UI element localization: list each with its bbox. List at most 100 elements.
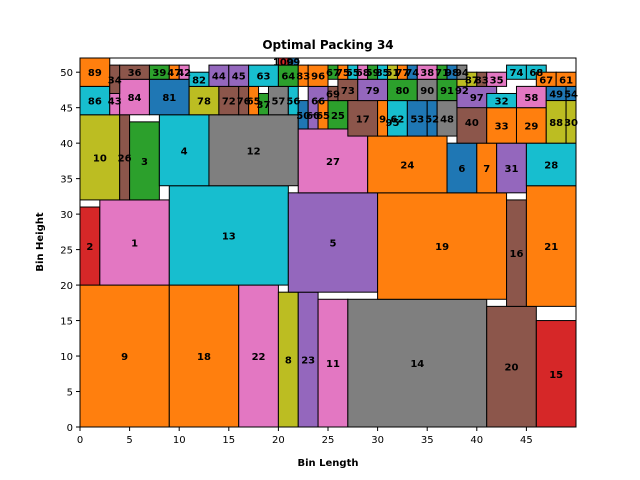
x-tick-label: 45 — [520, 435, 533, 446]
x-tick-label: 5 — [126, 435, 132, 446]
x-tick-label: 10 — [173, 435, 186, 446]
rect-label-94: 94 — [455, 68, 469, 79]
rect-label-74: 74 — [405, 68, 419, 79]
rect-label-50: 50 — [296, 111, 310, 122]
rect-label-98: 98 — [445, 68, 459, 79]
y-tick-label: 50 — [60, 68, 73, 79]
chart-title: Optimal Packing 34 — [262, 38, 393, 52]
rect-label-66: 66 — [311, 97, 325, 108]
rect-label-33: 33 — [495, 121, 509, 132]
rect-label-8: 8 — [285, 356, 292, 367]
rect-label-20: 20 — [505, 363, 519, 374]
rect-label-85: 85 — [376, 68, 390, 79]
x-tick-label: 0 — [77, 435, 83, 446]
rect-label-75: 75 — [336, 68, 350, 79]
rect-label-83: 83 — [296, 72, 310, 83]
rect-label-24: 24 — [400, 160, 414, 171]
rect-label-37: 37 — [257, 100, 271, 111]
rect-label-30: 30 — [564, 118, 578, 129]
x-tick-label: 15 — [222, 435, 235, 446]
y-tick-label: 15 — [60, 317, 73, 328]
y-axis-label: Bin Height — [35, 212, 46, 272]
packed-rect-13 — [168, 185, 289, 286]
rect-label-67: 67 — [539, 75, 553, 86]
packed-rect-3 — [129, 121, 160, 201]
x-tick-label: 40 — [470, 435, 483, 446]
x-axis-label: Bin Length — [298, 458, 359, 469]
rect-label-23: 23 — [301, 356, 315, 367]
rect-label-32: 32 — [495, 97, 509, 108]
packed-rect-18 — [168, 284, 240, 428]
rect-label-4: 4 — [181, 146, 188, 157]
y-tick-label: 5 — [67, 388, 73, 399]
y-tick-label: 35 — [60, 175, 73, 186]
rect-label-6: 6 — [458, 164, 465, 175]
packed-rect-1 — [99, 199, 170, 286]
x-tick-label: 30 — [371, 435, 384, 446]
rect-label-40: 40 — [465, 118, 479, 129]
packed-rect-78 — [188, 85, 220, 116]
x-axis: 0 5 10 15 20 25 30 35 40 45 — [77, 427, 533, 446]
rect-label-82: 82 — [192, 75, 206, 86]
rect-label-97: 97 — [470, 93, 484, 104]
y-tick-label: 30 — [60, 210, 73, 221]
rect-label-74: 74 — [510, 68, 524, 79]
rect-label-22: 22 — [252, 352, 266, 363]
rect-label-100: 100 — [273, 58, 294, 69]
packed-rect-5 — [287, 192, 379, 293]
rect-label-84: 84 — [128, 93, 142, 104]
rect-label-16: 16 — [510, 249, 524, 260]
rect-label-76: 76 — [237, 97, 251, 108]
rect-label-64: 64 — [281, 72, 295, 83]
rect-label-96: 96 — [311, 72, 325, 83]
rect-label-77: 77 — [395, 68, 409, 79]
y-tick-label: 40 — [60, 139, 73, 150]
rect-label-80: 80 — [395, 86, 409, 97]
rect-label-92: 92 — [455, 86, 469, 97]
rect-label-67: 67 — [326, 68, 340, 79]
rect-label-65: 65 — [316, 111, 330, 122]
rect-label-27: 27 — [326, 157, 340, 168]
rect-label-68: 68 — [356, 68, 370, 79]
rect-label-39: 39 — [152, 68, 166, 79]
rect-label-61: 61 — [559, 75, 573, 86]
rect-label-18: 18 — [197, 352, 211, 363]
rect-label-49: 49 — [549, 89, 563, 100]
y-axis: 0 5 10 15 20 25 30 35 40 45 50 — [60, 68, 80, 434]
rect-label-19: 19 — [435, 242, 449, 253]
rect-label-83: 83 — [475, 75, 489, 86]
rect-label-11: 11 — [326, 359, 340, 370]
rect-label-21: 21 — [544, 242, 558, 253]
rect-label-63: 63 — [257, 72, 271, 83]
packed-rect-14 — [347, 298, 488, 428]
rect-label-53: 53 — [410, 114, 424, 125]
rect-label-95: 95 — [386, 118, 400, 129]
rect-label-78: 78 — [197, 97, 211, 108]
rect-label-68: 68 — [529, 68, 543, 79]
packed-rect-12 — [208, 114, 299, 187]
rect-label-26: 26 — [118, 153, 132, 164]
rect-label-52: 52 — [425, 114, 439, 125]
y-tick-label: 45 — [60, 104, 73, 115]
rect-label-79: 79 — [366, 86, 380, 97]
rect-label-90: 90 — [420, 86, 434, 97]
rect-label-58: 58 — [524, 93, 538, 104]
packed-rect-24 — [367, 135, 448, 194]
rect-label-69: 69 — [326, 89, 340, 100]
rect-label-42: 42 — [177, 68, 191, 79]
rect-label-38: 38 — [420, 68, 434, 79]
rect-label-36: 36 — [128, 68, 142, 79]
rect-label-47: 47 — [167, 68, 181, 79]
rect-label-59: 59 — [366, 68, 380, 79]
packed-rect-4 — [158, 114, 210, 187]
rect-label-9: 9 — [379, 114, 386, 125]
packed-rect-81 — [148, 78, 190, 116]
y-tick-label: 10 — [60, 352, 73, 363]
rect-label-73: 73 — [341, 86, 355, 97]
rect-label-54: 54 — [564, 89, 578, 100]
rect-label-87: 87 — [465, 75, 479, 86]
rect-label-1: 1 — [131, 239, 138, 250]
rect-label-86: 86 — [88, 97, 102, 108]
packed-rect-33 — [486, 107, 517, 144]
